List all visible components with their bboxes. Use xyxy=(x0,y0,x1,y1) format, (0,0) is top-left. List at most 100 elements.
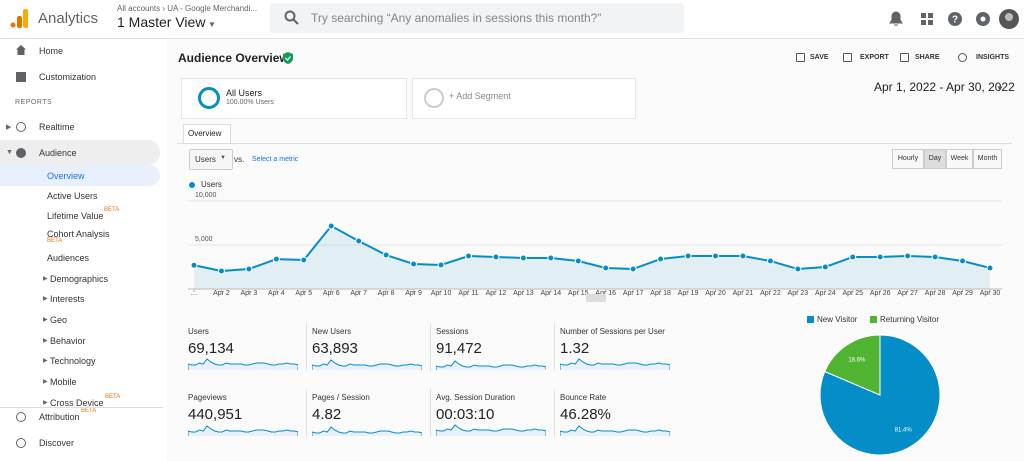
granularity-label: Hourly xyxy=(897,155,919,162)
nav-item[interactable]: Home xyxy=(39,46,64,56)
pie-slice xyxy=(824,334,881,396)
nav-icon xyxy=(16,72,26,82)
nav-subitem[interactable]: Lifetime Value xyxy=(47,211,104,221)
x-tick-label: Apr 28 xyxy=(925,290,946,297)
x-tick-label: Apr 11 xyxy=(458,290,478,297)
sidebar-divider xyxy=(0,407,163,408)
nav-subitem[interactable]: Geo xyxy=(50,315,68,325)
date-range[interactable]: Apr 1, 2022 - Apr 30, 2022 xyxy=(874,80,1015,94)
nav-icon xyxy=(16,148,26,158)
add-segment-card[interactable] xyxy=(412,78,636,119)
point xyxy=(629,265,637,273)
point xyxy=(794,265,802,273)
search-box[interactable] xyxy=(270,3,684,33)
segment-detail: 100.00% Users xyxy=(226,99,274,106)
point xyxy=(217,267,225,275)
nav-subitem[interactable]: Audiences xyxy=(47,253,90,263)
segment-card[interactable] xyxy=(181,78,407,119)
granularity-button[interactable] xyxy=(946,149,973,169)
nav-arrow: ▶ xyxy=(43,296,48,302)
x-tick-label: Apr 17 xyxy=(623,290,644,297)
x-tick-label: Apr 18 xyxy=(650,290,671,297)
nav-subitem[interactable]: Demographics xyxy=(50,274,109,284)
metric-select-arrow: ▼ xyxy=(220,155,226,161)
metric-label: Avg. Session Duration xyxy=(436,393,516,402)
nav-subitem[interactable]: Interests xyxy=(50,294,85,304)
action[interactable]: SAVE xyxy=(810,54,829,61)
action-icon xyxy=(958,53,967,62)
sidebar-active-group xyxy=(0,140,160,165)
legend-label: New Visitor xyxy=(817,315,858,324)
x-tick-label: Apr 2 xyxy=(213,290,230,297)
x-tick-label: Apr 27 xyxy=(897,290,918,297)
logo xyxy=(10,9,28,28)
nav-subitem[interactable]: Overview xyxy=(47,171,85,181)
metric-value: 91,472 xyxy=(436,340,482,357)
vs-label: vs. xyxy=(234,155,245,164)
date-arrow: ▼ xyxy=(996,84,1004,93)
notification-icon[interactable] xyxy=(889,11,903,26)
x-tick-label: … xyxy=(191,290,198,297)
x-tick-label: Apr 9 xyxy=(405,290,422,297)
metric-value: 46.28% xyxy=(560,406,611,423)
nav-subitem[interactable]: Active Users xyxy=(47,191,98,201)
granularity-button[interactable] xyxy=(924,149,946,169)
granularity-label: Month xyxy=(977,155,998,162)
add-segment[interactable]: + Add Segment xyxy=(449,91,511,101)
action[interactable]: INSIGHTS xyxy=(976,54,1010,61)
breadcrumb[interactable]: All accounts › UA - Google Merchandi... xyxy=(117,4,258,13)
nav-icon xyxy=(16,412,26,422)
product-name: Analytics xyxy=(38,10,99,27)
nav-arrow: ▼ xyxy=(6,149,13,156)
select-metric[interactable]: Select a metric xyxy=(252,156,299,163)
nav-subitem[interactable]: Cohort Analysis xyxy=(47,229,110,239)
metric-divider xyxy=(306,323,307,371)
nav-subitem[interactable]: Mobile xyxy=(50,377,77,387)
metric-divider xyxy=(430,389,431,437)
nav-subitem[interactable]: Behavior xyxy=(50,336,86,346)
granularity-button[interactable] xyxy=(892,149,924,169)
x-tick-label: Apr 22 xyxy=(760,290,781,297)
beta-badge: BETA xyxy=(81,408,97,414)
granularity-button[interactable] xyxy=(973,149,1002,169)
metric-value: 1.32 xyxy=(560,340,590,357)
nav-item[interactable]: Attribution xyxy=(39,412,80,422)
view-selector[interactable]: 1 Master View xyxy=(117,14,206,30)
apps-icon[interactable] xyxy=(921,13,933,25)
search-placeholder: Try searching “Any anomalies in sessions… xyxy=(311,11,602,25)
action-icon xyxy=(900,53,909,62)
y-tick-label: 5,000 xyxy=(195,236,213,243)
nav-icon xyxy=(16,438,26,448)
nav-item[interactable]: Audience xyxy=(39,148,77,158)
x-tick-label: Apr 25 xyxy=(842,290,863,297)
nav-arrow: ▶ xyxy=(43,358,48,364)
x-tick-label: Apr 16 xyxy=(595,290,616,297)
segment-name: All Users xyxy=(226,88,263,98)
nav-item[interactable]: Discover xyxy=(39,438,75,448)
x-tick-label: Apr 5 xyxy=(295,290,312,297)
action[interactable]: EXPORT xyxy=(860,54,889,61)
legend-label: Users xyxy=(201,180,222,189)
point xyxy=(519,254,527,262)
x-tick-label: Apr 23 xyxy=(788,290,809,297)
granularity-label: Week xyxy=(950,155,969,162)
sparkline xyxy=(312,426,422,436)
metric-select[interactable] xyxy=(189,149,233,170)
nav-item[interactable]: Realtime xyxy=(39,122,75,132)
action[interactable]: SHARE xyxy=(915,54,940,61)
metric-value: 4.82 xyxy=(312,406,342,423)
point xyxy=(492,253,500,261)
point xyxy=(272,255,280,263)
nav-subitem[interactable]: Cross Device xyxy=(50,398,104,408)
nav-item[interactable]: Customization xyxy=(39,72,97,82)
tab-line xyxy=(177,143,1012,144)
point xyxy=(382,251,390,259)
tab[interactable] xyxy=(183,124,231,144)
help-icon[interactable] xyxy=(948,12,962,26)
nav-subitem[interactable]: Technology xyxy=(50,356,96,366)
segment-ring xyxy=(198,87,220,109)
nav-arrow: ▶ xyxy=(43,400,48,406)
x-tick-label: Apr 8 xyxy=(378,290,395,297)
point xyxy=(190,261,198,269)
